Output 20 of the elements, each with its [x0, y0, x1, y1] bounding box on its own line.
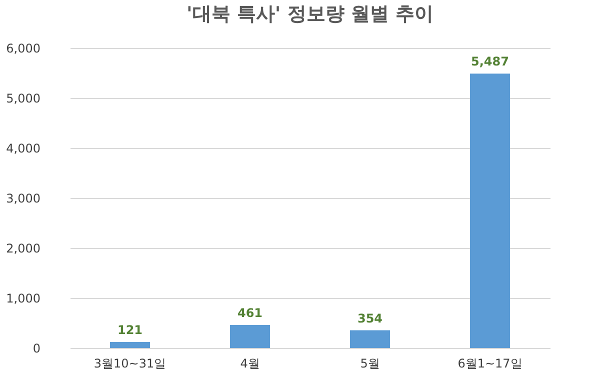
- bar: [470, 74, 510, 348]
- y-tick-label: 5,000: [6, 92, 40, 106]
- bar: [110, 342, 150, 348]
- x-tick-label: 5월: [360, 356, 380, 370]
- data-label: 121: [117, 322, 143, 337]
- bar: [350, 330, 390, 348]
- x-tick-label: 6월1~17일: [458, 356, 522, 370]
- y-tick-label: 0: [32, 342, 40, 356]
- data-label: 5,487: [471, 54, 509, 69]
- y-tick-label: 1,000: [6, 292, 40, 306]
- y-tick-label: 2,000: [6, 242, 40, 256]
- bar: [230, 324, 270, 348]
- chart-title: '대북 특사' 정보량 월별 추이: [186, 3, 434, 25]
- x-tick-label: 3월10~31일: [94, 356, 166, 370]
- x-tick-label: 4월: [240, 356, 260, 370]
- y-tick-label: 6,000: [6, 42, 40, 56]
- y-tick-label: 3,000: [6, 192, 40, 206]
- y-tick-label: 4,000: [6, 142, 40, 156]
- data-label: 354: [357, 311, 383, 326]
- data-label: 461: [237, 306, 263, 320]
